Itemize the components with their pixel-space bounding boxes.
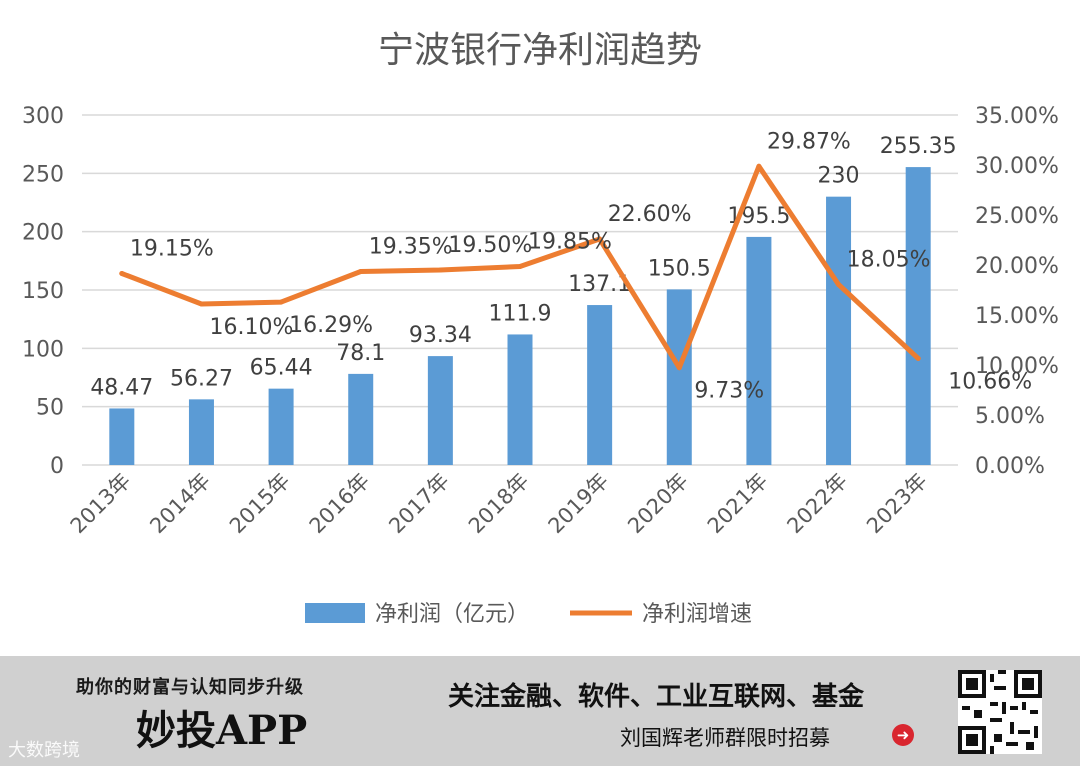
right-tick-label: 25.00% — [975, 204, 1059, 229]
bar-data-label: 48.47 — [90, 375, 153, 400]
line-data-labels: 19.15% 16.10%16.29% 19.35%19.50%19.85% 22.6… — [130, 129, 1032, 403]
left-axis-ticks: 0 50 100 150 200 250 300 — [22, 104, 64, 479]
arrow-right-icon[interactable]: ➜ — [892, 724, 914, 746]
bar — [109, 408, 135, 465]
bar-data-label: 111.9 — [489, 301, 552, 326]
line-data-label: 19.85% — [528, 230, 612, 255]
line-data-label: 18.05% — [847, 248, 931, 273]
right-tick-label: 10.00% — [975, 354, 1059, 379]
line-point — [676, 365, 682, 371]
bar — [188, 399, 214, 465]
bar — [507, 334, 533, 465]
left-tick-label: 100 — [22, 337, 64, 362]
left-tick-label: 200 — [22, 221, 64, 246]
line-point — [119, 271, 125, 276]
bar — [826, 196, 852, 465]
line-data-label: 29.87% — [767, 129, 851, 154]
line-point — [597, 236, 603, 242]
right-axis-ticks: 0.00% 5.00% 10.00% 15.00% 20.00% 25.00% 30.00%… — [975, 104, 1059, 479]
watermark: 大数跨境 — [8, 740, 80, 761]
bar-data-label: 93.34 — [409, 323, 472, 348]
right-tick-label: 0.00% — [975, 454, 1045, 479]
banner-recruit-text[interactable]: 刘国辉老师群限时招募 — [620, 726, 830, 750]
legend-line-label: 净利润增速 — [642, 602, 752, 627]
line-point — [358, 269, 364, 274]
bar — [746, 236, 772, 465]
line-point — [278, 299, 284, 305]
bar-data-labels: 48.47 56.27 65.4478.193.34111.9137.1150.51… — [90, 134, 956, 400]
line-point — [437, 267, 443, 273]
line-data-label: 19.35% — [369, 235, 453, 260]
line-point — [517, 264, 523, 269]
promo-banner: 助你的财富与认知同步升级 妙投APP 关注金融、软件、工业互联网、基金 刘国辉老… — [0, 656, 1080, 766]
right-tick-label: 30.00% — [975, 154, 1059, 179]
right-tick-label: 5.00% — [975, 404, 1045, 429]
banner-topics: 关注金融、软件、工业互联网、基金 — [448, 682, 865, 712]
bar-data-label: 78.1 — [336, 341, 385, 366]
right-tick-label: 35.00% — [975, 104, 1059, 129]
bar-series — [109, 167, 931, 465]
legend-bar-label: 净利润（亿元） — [375, 602, 529, 627]
bar-data-label: 65.44 — [250, 356, 313, 381]
line-point — [915, 355, 921, 361]
left-tick-label: 250 — [22, 162, 64, 187]
bar — [427, 356, 453, 465]
legend: 净利润（亿元） 净利润增速 — [305, 602, 752, 627]
bar-data-label: 230 — [818, 164, 860, 189]
line-series — [119, 163, 921, 371]
banner-app-name[interactable]: 妙投APP — [136, 707, 308, 754]
qr-code-icon[interactable] — [958, 670, 1042, 754]
line-point — [836, 282, 842, 287]
bar — [587, 305, 613, 465]
line-data-label: 16.10% — [210, 315, 294, 340]
right-tick-label: 20.00% — [975, 254, 1059, 279]
chart-title: 宁波银行净利润趋势 — [378, 30, 702, 71]
line-data-label: 10.66% — [948, 369, 1032, 394]
left-tick-label: 300 — [22, 104, 64, 129]
chart-background — [0, 0, 1080, 656]
line-data-label: 22.60% — [608, 202, 692, 227]
bar — [348, 373, 374, 465]
bar — [905, 167, 931, 465]
right-tick-label: 15.00% — [975, 304, 1059, 329]
legend-bar-swatch — [305, 603, 365, 623]
line-data-label: 16.29% — [289, 313, 373, 338]
banner-slogan: 助你的财富与认知同步升级 — [76, 677, 304, 698]
line-point — [198, 301, 204, 307]
line-data-label: 9.73% — [694, 379, 764, 404]
left-tick-label: 0 — [50, 454, 64, 479]
line-data-label: 19.50% — [448, 233, 532, 258]
left-tick-label: 150 — [22, 279, 64, 304]
bar — [666, 289, 692, 465]
bar-data-label: 255.35 — [880, 134, 957, 159]
bar-data-label: 56.27 — [170, 366, 233, 391]
line-point — [756, 163, 762, 169]
bar — [268, 388, 294, 465]
left-tick-label: 50 — [36, 396, 64, 421]
line-data-label: 19.15% — [130, 237, 214, 262]
bar-data-label: 150.5 — [648, 256, 711, 281]
